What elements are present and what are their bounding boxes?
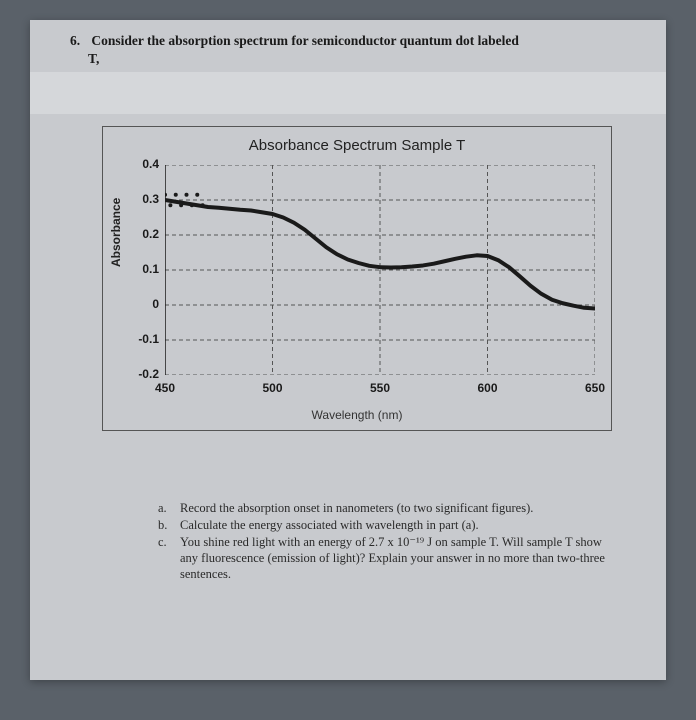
chart-plot-area bbox=[165, 165, 595, 375]
question-header: 6. Consider the absorption spectrum for … bbox=[70, 32, 636, 68]
xtick-label: 550 bbox=[360, 381, 400, 395]
xtick-label: 450 bbox=[145, 381, 185, 395]
ytick-label: 0.3 bbox=[129, 192, 159, 206]
absorbance-chart: Absorbance Spectrum Sample T Absorbance … bbox=[102, 126, 612, 431]
sub-text-b: Calculate the energy associated with wav… bbox=[180, 517, 622, 533]
ytick-label: 0.2 bbox=[129, 227, 159, 241]
sub-questions: a. Record the absorption onset in nanome… bbox=[158, 500, 622, 583]
question-prompt-2: T, bbox=[88, 51, 99, 66]
sub-letter-b: b. bbox=[158, 517, 180, 533]
worksheet-page: 6. Consider the absorption spectrum for … bbox=[30, 20, 666, 680]
sub-letter-a: a. bbox=[158, 500, 180, 516]
ytick-label: -0.1 bbox=[129, 332, 159, 346]
sub-text-a: Record the absorption onset in nanometer… bbox=[180, 500, 622, 516]
question-number: 6. bbox=[70, 32, 88, 50]
xtick-label: 600 bbox=[468, 381, 508, 395]
chart-xlabel: Wavelength (nm) bbox=[103, 408, 611, 422]
chart-svg bbox=[165, 165, 595, 375]
chart-ylabel: Absorbance bbox=[109, 198, 123, 267]
xtick-label: 500 bbox=[253, 381, 293, 395]
highlight-band bbox=[30, 72, 666, 114]
sub-text-c: You shine red light with an energy of 2.… bbox=[180, 534, 622, 582]
ytick-label: 0.4 bbox=[129, 157, 159, 171]
sub-q-a: a. Record the absorption onset in nanome… bbox=[158, 500, 622, 516]
sub-q-b: b. Calculate the energy associated with … bbox=[158, 517, 622, 533]
ytick-label: -0.2 bbox=[129, 367, 159, 381]
sub-letter-c: c. bbox=[158, 534, 180, 582]
ytick-label: 0 bbox=[129, 297, 159, 311]
question-prompt-1: Consider the absorption spectrum for sem… bbox=[91, 33, 519, 48]
chart-title: Absorbance Spectrum Sample T bbox=[103, 137, 611, 154]
xtick-label: 650 bbox=[575, 381, 615, 395]
ytick-label: 0.1 bbox=[129, 262, 159, 276]
sub-q-c: c. You shine red light with an energy of… bbox=[158, 534, 622, 582]
